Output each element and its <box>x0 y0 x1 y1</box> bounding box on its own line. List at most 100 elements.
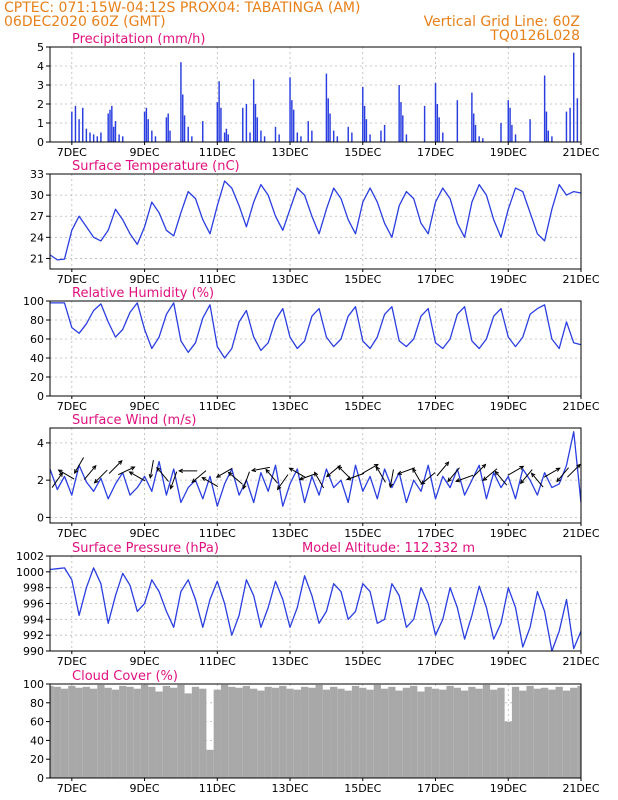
wind-arrow-head <box>494 470 500 476</box>
cloud-column <box>206 749 214 778</box>
wind-arrow <box>388 469 394 489</box>
temp-ytick-label: 30 <box>30 189 44 202</box>
wind-xtick-label: 11DEC <box>199 527 236 540</box>
wind-arrow <box>118 466 136 476</box>
cloud-column <box>191 686 200 778</box>
wind-arrow <box>507 465 525 476</box>
wind-arrow-head <box>455 478 461 483</box>
temp-ytick-label: 24 <box>30 231 44 244</box>
cloud-column <box>300 686 309 778</box>
precip-ytick-label: 5 <box>37 41 44 54</box>
cloud-column <box>199 688 207 778</box>
pressure-xtick-label: 17DEC <box>417 655 454 668</box>
precip-bar <box>576 98 579 142</box>
wind-arrow-shaft <box>170 471 178 489</box>
cloud-column <box>111 689 120 778</box>
precip-ytick-label: 1 <box>37 117 44 130</box>
wind-xtick-label: 21DEC <box>562 527 599 540</box>
precip-bar <box>92 134 95 142</box>
precip-bar <box>442 132 444 142</box>
cloud-column <box>308 687 316 778</box>
cloud-column <box>511 686 520 778</box>
cloud-column <box>75 687 83 778</box>
pressure-xtick-label: 13DEC <box>271 655 308 668</box>
cloud-ytick-label: 0 <box>37 772 44 785</box>
wind-arrow-head <box>93 478 99 484</box>
rh-ytick-label: 0 <box>37 390 44 403</box>
cloud-column <box>504 721 512 778</box>
cloud-column <box>417 691 425 778</box>
wind-arrow <box>362 463 379 474</box>
precip-bar <box>96 136 99 142</box>
cloud-column <box>162 685 171 778</box>
wind-arrow-head <box>250 467 257 473</box>
precip-ytick-label: 2 <box>37 98 44 111</box>
wind-arrow <box>215 467 233 478</box>
rh-xtick-label: 7DEC <box>57 400 87 413</box>
cloud-column <box>410 685 418 778</box>
precip-bar <box>71 111 73 142</box>
precip-bar <box>311 130 313 142</box>
pressure-ytick-label: 1002 <box>16 550 44 563</box>
rh-ytick-label: 100 <box>23 295 44 308</box>
cloud-column <box>533 688 541 778</box>
wind-arrow-head <box>444 461 450 467</box>
wind-arrow-shaft <box>277 474 289 490</box>
pressure-xtick-label: 19DEC <box>490 655 527 668</box>
wind-arrow-head <box>519 465 525 470</box>
wind-arrow-shaft <box>51 472 63 488</box>
precip-bar <box>434 83 437 142</box>
wind-arrow-head <box>178 468 184 474</box>
cloud-column <box>228 686 236 778</box>
wind-arrow <box>74 457 85 475</box>
wind-arrow-shaft <box>242 471 250 489</box>
wind-arrow-shaft <box>191 470 207 483</box>
temp-series-line <box>49 180 582 261</box>
pressure-ytick-label: 998 <box>23 582 44 595</box>
cloud-column <box>293 689 301 778</box>
wind-arrow <box>156 466 169 482</box>
cloud-column <box>519 690 527 778</box>
cloud-column <box>380 688 389 778</box>
precip-bar <box>307 121 309 142</box>
wind-arrow-head <box>265 468 270 474</box>
precip-bar <box>111 105 113 142</box>
rh-xtick-label: 15DEC <box>344 400 381 413</box>
cloud-column <box>133 688 141 778</box>
wind-arrow <box>178 468 198 474</box>
wind-arrow <box>345 472 365 481</box>
precip-bar <box>118 134 120 142</box>
wind-arrow <box>436 461 450 477</box>
precip-bar <box>551 136 553 142</box>
precip-bar <box>436 104 439 142</box>
rh-xtick-label: 11DEC <box>199 400 236 413</box>
precip-bar <box>336 136 339 142</box>
pressure-ytick-label: 996 <box>23 598 44 611</box>
cloud-column <box>60 688 69 778</box>
cloud-column <box>242 685 251 778</box>
precip-xtick-label: 17DEC <box>417 146 454 159</box>
wind-arrow-head <box>519 479 525 485</box>
rh-ytick-label: 20 <box>30 371 44 384</box>
wind-arrow <box>375 465 386 483</box>
cloud-column <box>220 684 229 778</box>
precip-xtick-label: 9DEC <box>130 146 160 159</box>
rh-ytick-label: 80 <box>30 314 44 327</box>
precip-xtick-label: 19DEC <box>490 146 527 159</box>
precip-bar <box>383 124 386 142</box>
pressure-title: Surface Pressure (hPa) <box>72 541 219 556</box>
wind-arrow-head <box>91 464 97 470</box>
wind-arrow-shaft <box>156 467 169 482</box>
precip-bar <box>187 126 189 142</box>
precip-ytick-label: 4 <box>37 60 44 73</box>
wind-arrow-shaft <box>83 465 97 480</box>
precip-bar <box>423 105 426 142</box>
temp-xtick-label: 17DEC <box>417 273 454 286</box>
wind-arrow-shaft <box>74 457 85 474</box>
temp-plot-frame <box>49 173 582 270</box>
wind-arrow-shaft <box>251 466 270 472</box>
header-station-line: CPTEC: 071:15W-04:12S PROX04: TABATINGA … <box>4 0 360 16</box>
precip-bar <box>402 115 404 142</box>
precip-bar <box>351 132 353 142</box>
pressure-ytick-label: 990 <box>23 645 44 658</box>
